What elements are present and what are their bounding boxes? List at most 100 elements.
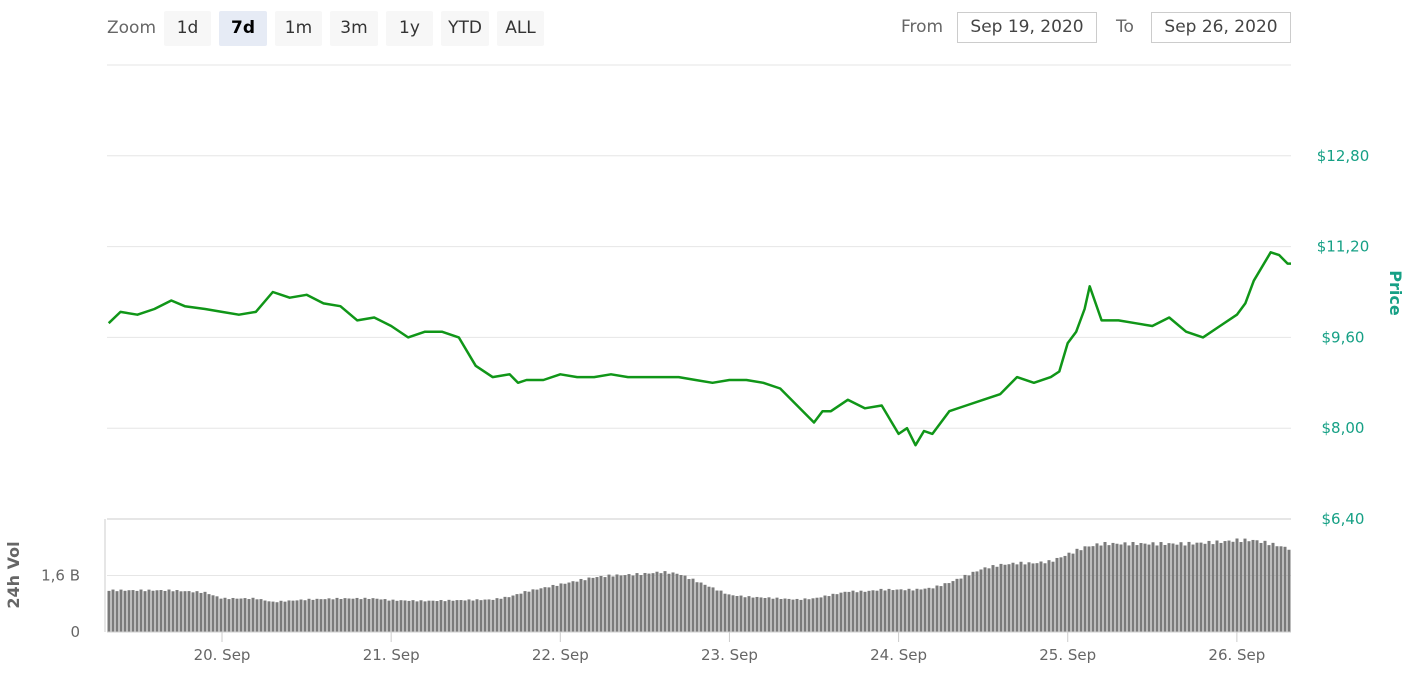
volume-bar: [323, 599, 327, 632]
volume-bar: [459, 600, 463, 632]
volume-bar: [911, 590, 915, 632]
volume-bar: [535, 589, 539, 632]
volume-bar: [283, 601, 287, 632]
volume-bar: [563, 583, 567, 632]
volume-bar: [695, 582, 699, 632]
volume-bar: [203, 591, 207, 632]
volume-bar: [423, 601, 427, 632]
volume-bar: [199, 592, 203, 632]
volume-bar: [619, 575, 623, 632]
volume-bar: [155, 590, 159, 632]
volume-bar: [335, 597, 339, 632]
zoom-7d-button[interactable]: 7d: [219, 11, 267, 46]
volume-bar: [575, 581, 579, 632]
volume-bar: [151, 590, 155, 632]
volume-bar: [1283, 546, 1287, 632]
volume-bar: [255, 599, 259, 632]
volume-bar: [759, 597, 763, 632]
volume-bar: [787, 598, 791, 632]
volume-bar: [1071, 553, 1075, 632]
volume-bar: [1043, 563, 1047, 632]
volume-bar: [191, 592, 195, 632]
volume-bar: [491, 599, 495, 632]
volume-bar: [127, 590, 131, 632]
volume-bar: [1171, 543, 1175, 632]
volume-bar: [319, 599, 323, 632]
zoom-ytd-button[interactable]: YTD: [441, 11, 489, 46]
x-tick-label: 24. Sep: [870, 646, 927, 664]
volume-bar: [299, 599, 303, 632]
volume-bar: [935, 585, 939, 632]
volume-bar: [755, 596, 759, 632]
volume-bar: [715, 590, 719, 632]
price-tick-label: $9,60: [1322, 328, 1365, 346]
volume-bar: [339, 599, 343, 632]
volume-bar: [247, 599, 251, 632]
volume-bar: [411, 600, 415, 632]
volume-bar: [263, 600, 267, 632]
zoom-1d-button[interactable]: 1d: [164, 11, 211, 46]
volume-bar: [315, 598, 319, 632]
volume-bar: [1227, 540, 1231, 632]
volume-bar: [603, 577, 607, 632]
volume-bar: [1111, 542, 1115, 632]
volume-bar: [623, 575, 627, 632]
volume-bar: [803, 598, 807, 632]
volume-bar: [927, 587, 931, 632]
volume-bar: [707, 586, 711, 632]
volume-bar: [107, 590, 111, 632]
volume-bar: [163, 590, 167, 632]
volume-bar: [355, 597, 359, 632]
volume-bar: [635, 573, 639, 632]
volume-axis-title: 24h Vol: [4, 541, 23, 608]
volume-bar: [1115, 543, 1119, 632]
volume-bar: [207, 594, 211, 632]
volume-bar: [371, 598, 375, 632]
x-tick-label: 20. Sep: [194, 646, 251, 664]
volume-bar: [1047, 560, 1051, 632]
volume-bar: [179, 591, 183, 632]
volume-bar: [1167, 543, 1171, 632]
volume-bar: [499, 598, 503, 632]
volume-bar: [875, 590, 879, 632]
to-date-input[interactable]: Sep 26, 2020: [1151, 12, 1291, 43]
zoom-3m-button[interactable]: 3m: [330, 11, 378, 46]
volume-bar: [1175, 544, 1179, 632]
volume-bar: [903, 590, 907, 632]
volume-bar: [871, 590, 875, 632]
range-selector-toolbar: Zoom 1d 7d 1m 3m 1y YTD ALL From Sep 19,…: [0, 0, 1416, 60]
volume-bar: [963, 574, 967, 632]
volume-bar: [559, 583, 563, 632]
volume-bar: [115, 591, 119, 632]
x-tick-label: 23. Sep: [701, 646, 758, 664]
volume-bar: [139, 589, 143, 632]
volume-bar: [863, 591, 867, 632]
volume-bar: [451, 600, 455, 632]
volume-bar: [399, 600, 403, 632]
volume-bar: [287, 600, 291, 632]
from-date-input[interactable]: Sep 19, 2020: [957, 12, 1097, 43]
zoom-1m-button[interactable]: 1m: [275, 11, 322, 46]
volume-bar: [271, 601, 275, 632]
volume-bar: [251, 597, 255, 632]
volume-bar: [811, 598, 815, 632]
volume-bar: [703, 584, 707, 632]
volume-bar: [1187, 541, 1191, 632]
volume-bar: [831, 593, 835, 632]
volume-bar: [607, 574, 611, 632]
volume-bar: [1127, 545, 1131, 632]
volume-bar: [1091, 546, 1095, 632]
volume-bar: [631, 575, 635, 632]
volume-bar: [671, 572, 675, 632]
from-label: From: [901, 17, 944, 37]
volume-bar: [343, 598, 347, 632]
volume-bar: [171, 591, 175, 632]
volume-bar: [739, 595, 743, 632]
volume-bar: [123, 590, 127, 632]
zoom-1y-button[interactable]: 1y: [386, 11, 433, 46]
volume-bar: [1139, 543, 1143, 632]
volume-bar: [327, 598, 331, 632]
zoom-all-button[interactable]: ALL: [497, 11, 544, 46]
volume-bar: [439, 600, 443, 632]
volume-bar: [571, 581, 575, 632]
